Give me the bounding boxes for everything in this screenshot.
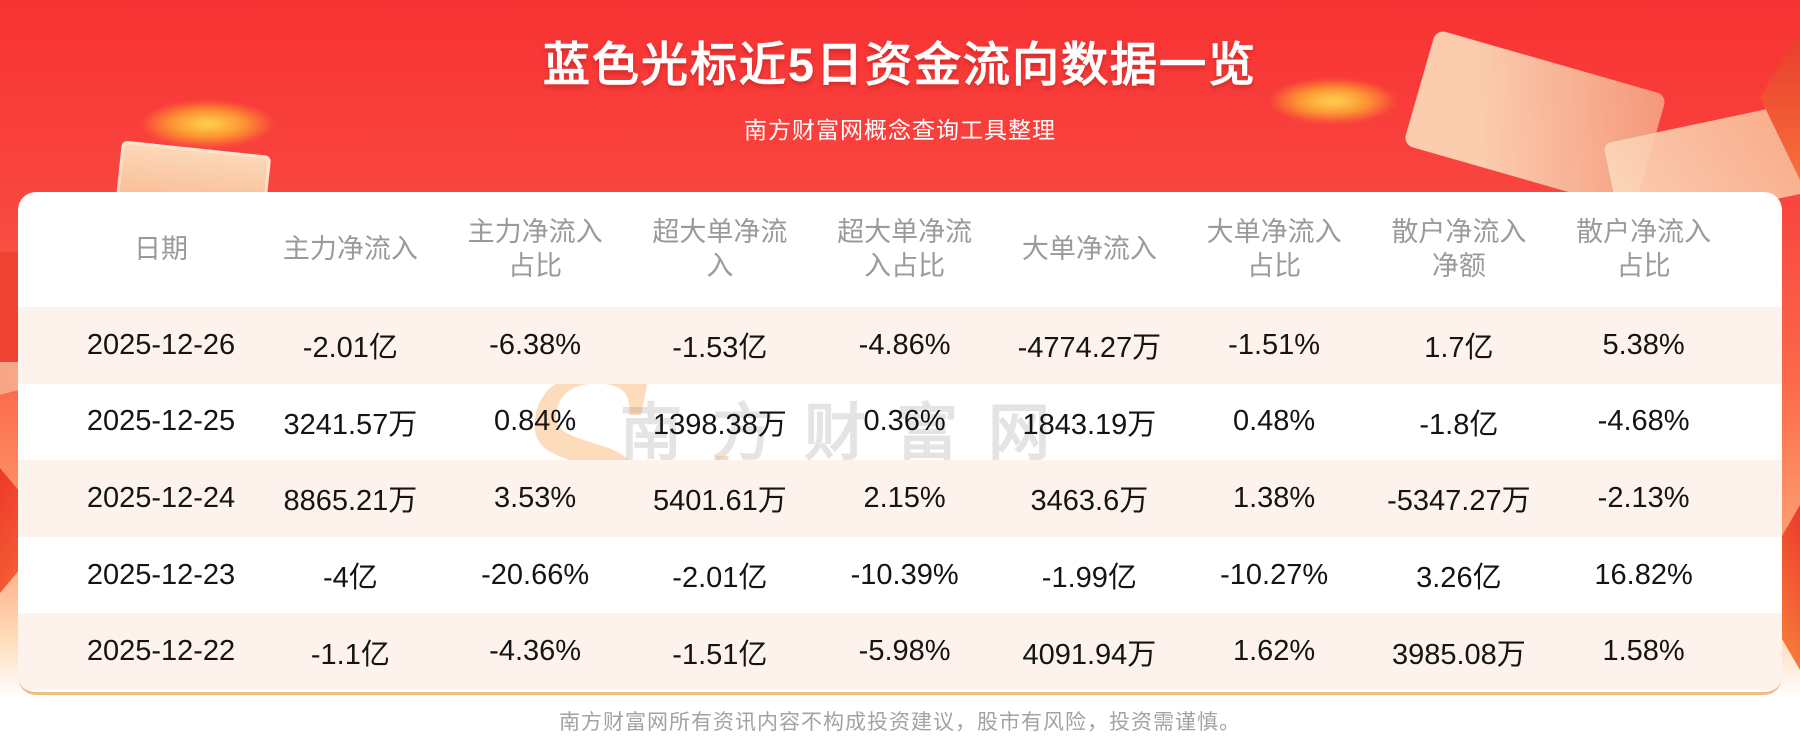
table-cell: -5347.27万 — [1387, 485, 1531, 518]
column-header: 主力净流入占比 — [443, 192, 628, 307]
table-cell: 16.82% — [1594, 558, 1693, 591]
table-cell: 1843.19万 — [1022, 408, 1157, 441]
column-header: 大单净流入 — [997, 192, 1182, 307]
table-cell: -10.27% — [1220, 558, 1329, 591]
table-cell: -6.38% — [489, 328, 582, 361]
table-cell: -2.01亿 — [672, 562, 768, 595]
column-header-label: 超大单净流入 — [652, 216, 788, 281]
column-header: 散户净流入占比 — [1551, 192, 1736, 307]
table-cell: 1.7亿 — [1424, 332, 1494, 365]
page-title: 蓝色光标近5日资金流向数据一览 — [542, 38, 1258, 91]
table-cell: 0.48% — [1232, 405, 1316, 438]
column-header-label: 主力净流入 — [282, 233, 418, 264]
table-row: 2025-12-22 -1.1亿 -4.36% -1.51亿 -5.98% 4091.94… — [18, 613, 1782, 690]
table-cell: -4774.27万 — [1017, 332, 1162, 365]
table-cell: -4.36% — [489, 635, 582, 668]
table-row: 2025-12-25 3241.57万 0.84% 1398.38万 0.36% 1843… — [18, 384, 1782, 461]
column-header: 超大单净流入 — [627, 192, 812, 307]
table-cell: 0.36% — [863, 405, 946, 438]
column-header: 主力净流入 — [258, 192, 443, 307]
table-cell: -4亿 — [322, 562, 378, 595]
column-header: 散户净流入净额 — [1366, 192, 1551, 307]
table-cell: 5.38% — [1602, 328, 1685, 361]
table-cell: -1.51亿 — [672, 638, 768, 671]
table-body: 2025-12-26 -2.01亿 -6.38% -1.53亿 -4.86% -4774.… — [18, 307, 1782, 690]
table-cell: 2025-12-23 — [86, 558, 236, 591]
table-cell: -1.1亿 — [310, 638, 390, 671]
column-header-label: 超大单净流入占比 — [837, 216, 973, 281]
table-cell: -1.8亿 — [1419, 408, 1499, 441]
table-cell: 4091.94万 — [1022, 638, 1157, 671]
table-cell: 3241.57万 — [283, 408, 418, 441]
table-header-row: 日期 主力净流入 主力净流入占比 超大单净流入 超大单净流入占比 大单净流入 大单净流入占比… — [18, 192, 1782, 307]
column-header-label: 日期 — [133, 233, 188, 264]
table-cell: -1.99亿 — [1041, 562, 1137, 595]
table-cell: 2025-12-24 — [86, 481, 236, 514]
table-cell: 2.15% — [863, 481, 946, 514]
disclaimer-text: 南方财富网所有资讯内容不构成投资建议，股市有风险，投资需谨慎。 — [559, 711, 1241, 734]
table-row: 2025-12-23 -4亿 -20.66% -2.01亿 -10.39% -1.99亿 -… — [18, 537, 1782, 614]
table-cell: 2025-12-25 — [86, 405, 236, 438]
column-header-label: 散户净流入占比 — [1576, 216, 1712, 281]
table-cell: -1.51% — [1228, 328, 1321, 361]
page-subtitle: 南方财富网概念查询工具整理 — [744, 117, 1056, 143]
table-cell: 2025-12-22 — [86, 635, 236, 668]
table-cell: -2.01亿 — [302, 332, 398, 365]
table-cell: 3.26亿 — [1416, 562, 1502, 595]
table-cell: 8865.21万 — [283, 485, 418, 518]
table-row: 2025-12-24 8865.21万 3.53% 5401.61万 2.15% 3463… — [18, 460, 1782, 537]
decor-ribbon-left-edge — [0, 252, 20, 362]
table-cell: 0.84% — [493, 405, 577, 438]
table-cell: -4.86% — [858, 328, 951, 361]
table-cell: -2.13% — [1597, 481, 1690, 514]
table-cell: 2025-12-26 — [86, 328, 236, 361]
table-cell: -20.66% — [481, 558, 590, 591]
column-header: 超大单净流入占比 — [812, 192, 997, 307]
table-cell: 1398.38万 — [652, 408, 787, 441]
table-cell: -10.39% — [850, 558, 959, 591]
column-header: 大单净流入占比 — [1182, 192, 1367, 307]
table-cell: -5.98% — [858, 635, 951, 668]
table-cell: 5401.61万 — [652, 485, 787, 518]
table-cell: 1.58% — [1602, 635, 1685, 668]
column-header-label: 散户净流入净额 — [1391, 216, 1527, 281]
table-cell: 3.53% — [493, 481, 577, 514]
column-header-label: 主力净流入占比 — [467, 216, 603, 281]
table-cell: 1.62% — [1232, 635, 1316, 668]
column-header-label: 大单净流入占比 — [1206, 216, 1342, 281]
data-table-card: S 南方财富网 outhmoney.com 日期主力净流入主力净流入占比超大单净… — [18, 192, 1782, 695]
table-cell: 1.38% — [1232, 481, 1316, 514]
column-header: 日期 — [64, 192, 258, 307]
table-cell: -1.53亿 — [672, 332, 768, 365]
table-cell: 3463.6万 — [1030, 485, 1149, 518]
column-header-label: 大单净流入 — [1021, 233, 1157, 264]
table-row: 2025-12-26 -2.01亿 -6.38% -1.53亿 -4.86% -4774.… — [18, 307, 1782, 384]
table-cell: 3985.08万 — [1391, 638, 1526, 671]
table-cell: -4.68% — [1597, 405, 1690, 438]
